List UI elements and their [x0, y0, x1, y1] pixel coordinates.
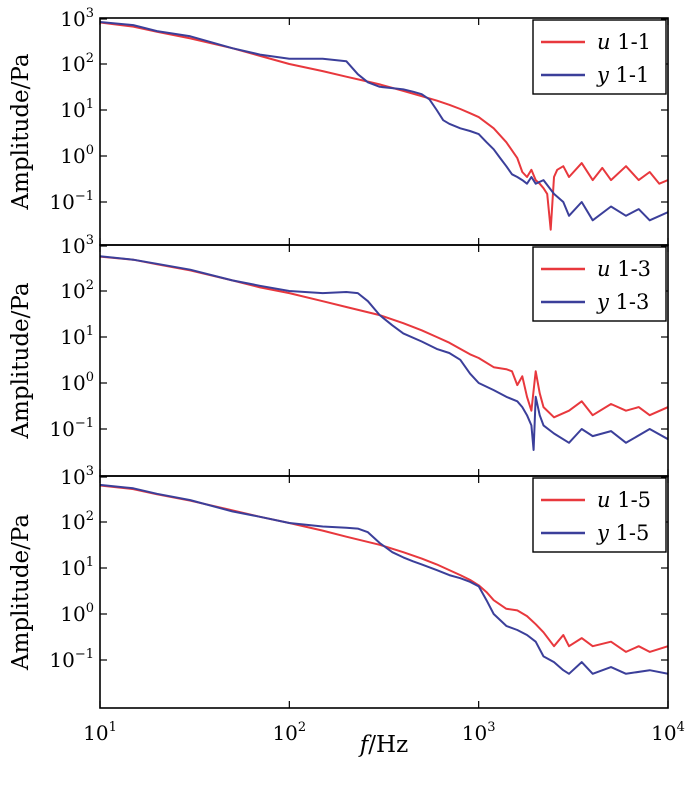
y-axis-label: Amplitude/Pa: [8, 282, 34, 439]
panel-1: 103 102 101 100 10−1 Amplitude/Pa u 1-1 y 1-1: [8, 6, 669, 246]
series-line-u-1-1: [100, 21, 668, 231]
panel-3: 103 102 101 100 10−1 Amplitude/Pa u 1-5 y 1-5 10…: [8, 464, 685, 758]
legend-entry: y 1-5: [596, 521, 649, 545]
y-tick-label: 102: [60, 278, 94, 303]
y-tick-label: 103: [60, 233, 94, 258]
legend: u 1-1 y 1-1: [532, 19, 667, 95]
series-line-y-1-5: [100, 483, 668, 675]
legend-entry: u 1-1: [597, 30, 651, 54]
x-tick-label: 103: [462, 720, 496, 745]
legend-box: [532, 477, 667, 553]
legend-entry: u 1-3: [597, 257, 651, 281]
x-tick-label: 102: [272, 720, 306, 745]
y-axis-label: Amplitude/Pa: [8, 53, 34, 210]
legend: u 1-3 y 1-3: [532, 246, 667, 322]
series-line-y-1-3: [100, 255, 668, 451]
y-tick-label: 100: [60, 143, 94, 168]
y-tick-label: 101: [60, 324, 94, 349]
legend-entry: u 1-5: [597, 488, 651, 512]
y-tick-label: 103: [60, 6, 94, 31]
y-tick-label: 100: [60, 370, 94, 395]
legend-box: [532, 19, 667, 95]
y-tick-label: 10−1: [49, 647, 94, 672]
legend: u 1-5 y 1-5: [532, 477, 667, 553]
y-tick-label: 101: [60, 97, 94, 122]
y-tick-label: 100: [60, 601, 94, 626]
panel-2: 103 102 101 100 10−1 Amplitude/Pa u 1-3 y 1-3: [8, 233, 669, 477]
series-line-y-1-1: [100, 21, 668, 222]
legend-entry: y 1-1: [596, 63, 649, 87]
x-axis-label: f/Hz: [358, 732, 408, 758]
x-tick-label: 101: [83, 720, 117, 745]
y-axis-label: Amplitude/Pa: [8, 514, 34, 671]
y-tick-label: 102: [60, 51, 94, 76]
y-tick-label: 103: [60, 464, 94, 489]
legend-box: [532, 246, 667, 322]
legend-entry: y 1-3: [596, 290, 649, 314]
y-tick-label: 101: [60, 555, 94, 580]
y-tick-label: 10−1: [49, 416, 94, 441]
series-line-u-1-3: [100, 255, 668, 419]
x-tick-label: 104: [651, 720, 685, 745]
y-tick-label: 10−1: [49, 189, 94, 214]
plot-frame: [99, 475, 669, 709]
y-tick-label: 102: [60, 509, 94, 534]
